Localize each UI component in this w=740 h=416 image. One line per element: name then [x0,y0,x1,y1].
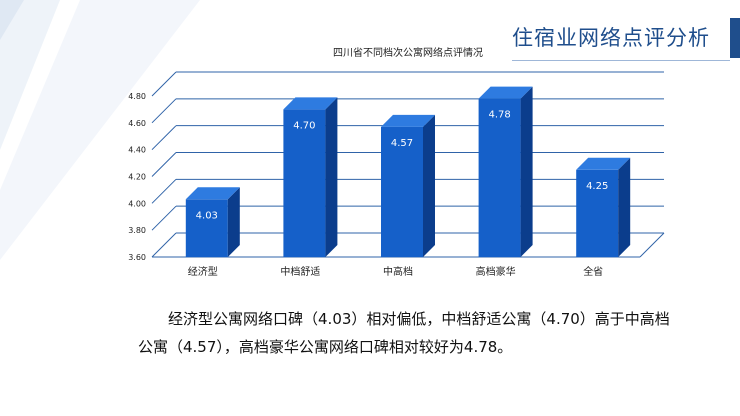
floor-edge-side [639,232,665,258]
x-tick-label: 全省 [583,265,603,278]
bar-value-label: 4.25 [586,181,608,192]
bar-side [520,86,533,257]
page-title: 住宿业网络点评分析 [512,26,710,50]
grid-line-diagonal [151,205,177,231]
bar-top [478,86,533,99]
bar-front [478,98,521,257]
grid-line-diagonal [151,232,177,258]
y-tick-label: 3.60 [128,253,146,262]
grid-line-diagonal [151,152,177,177]
grid-line-diagonal [151,125,177,151]
bar-value-label: 4.78 [488,110,510,121]
bar-side [618,157,631,257]
x-tick-label: 中高档 [383,265,413,278]
y-tick-label: 4.00 [128,199,146,208]
grid-line-diagonal [151,71,177,97]
grid-line-diagonal [151,178,177,204]
bar-side [325,97,338,258]
bar-top [185,187,240,200]
bar-top [283,97,338,110]
bar-front [576,169,619,257]
bar-chart: 四川省不同档次公寓网络点评情况 3.60 3.80 4.00 4.20 4.40 4.60 4… [128,46,665,278]
bar-top [381,114,435,127]
y-tick-label: 4.20 [128,173,146,182]
y-tick-label: 3.80 [128,226,146,235]
bar-top [576,157,631,170]
bar-side [423,114,435,257]
x-tick-label: 经济型 [188,265,218,278]
bar-value-label: 4.57 [391,138,413,149]
summary-text: 经济型公寓网络口碑（4.03）相对偏低，中档舒适公寓（4.70）高于中高档公寓（… [138,310,670,356]
title-divider [512,60,730,61]
grid-line-diagonal [151,98,177,124]
x-tick-label: 中档舒适 [280,265,320,278]
bar-front [381,126,423,257]
y-tick-label: 4.60 [128,119,146,128]
bar-value-label: 4.03 [196,210,218,221]
bar-value-label: 4.70 [293,120,315,131]
x-tick-label: 高档豪华 [476,265,516,278]
chart-title: 四川省不同档次公寓网络点评情况 [333,46,483,59]
title-accent-bar [730,18,740,58]
bar-front [185,199,228,257]
y-tick-label: 4.80 [128,92,146,101]
y-tick-label: 4.40 [128,146,146,155]
bar-side [227,187,240,257]
bar-front [283,109,326,258]
